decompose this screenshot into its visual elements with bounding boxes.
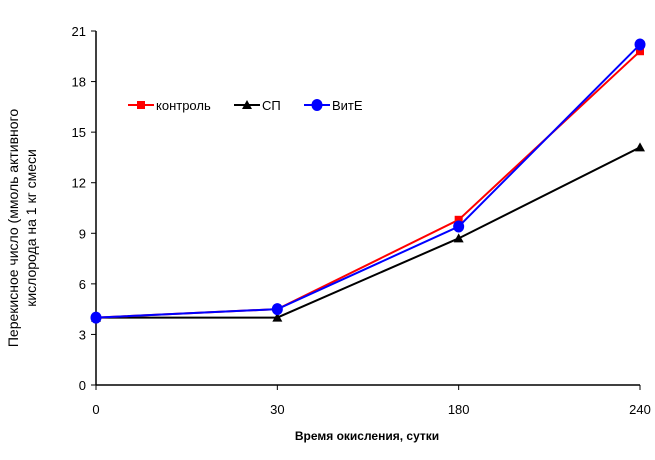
series-circle [90,38,646,324]
x-tick-label: 180 [448,402,470,417]
data-point [272,312,283,322]
data-point [271,303,283,316]
y-tick-label: 15 [72,125,86,140]
y-tick-label: 18 [72,75,86,90]
x-axis: 0 30 180 240 [92,384,651,417]
y-tick-label: 3 [79,327,86,342]
data-point [453,233,464,243]
legend-label: ВитЕ [332,98,363,113]
data-point [90,311,102,324]
y-axis: 0 3 6 9 12 15 18 21 [72,24,97,393]
legend: контроль СП ВитЕ [115,60,370,152]
y-tick-label: 9 [79,226,86,241]
series-line [95,43,641,319]
y-tick-label: 21 [72,24,86,39]
legend-item: СП [234,98,281,113]
data-point [454,215,463,224]
x-axis-label: Время окисления, сутки [295,429,439,443]
y-axis-label-line2: кислорода на 1 кг смеси [23,149,39,307]
legend-marker [242,100,252,109]
data-point [453,220,465,233]
series-group [90,38,646,324]
data-point [636,47,644,56]
series-triangle [91,142,645,322]
legend-label: СП [262,98,281,113]
legend-marker [137,101,145,109]
x-tick-label: 0 [92,402,99,417]
y-axis-label-line1: Перекисное число (ммоль активного [5,109,21,347]
y-tick-label: 6 [79,277,86,292]
legend-item: контроль [128,98,211,113]
legend-item: ВитЕ [304,98,363,113]
data-point [635,142,645,152]
legend-label: контроль [156,98,211,113]
data-point [634,38,646,51]
x-tick-label: 240 [629,402,651,417]
series-line [96,146,641,319]
y-tick-label: 12 [72,176,86,191]
y-tick-label: 0 [79,378,86,393]
x-tick-label: 30 [270,402,284,417]
legend-marker [311,99,323,111]
